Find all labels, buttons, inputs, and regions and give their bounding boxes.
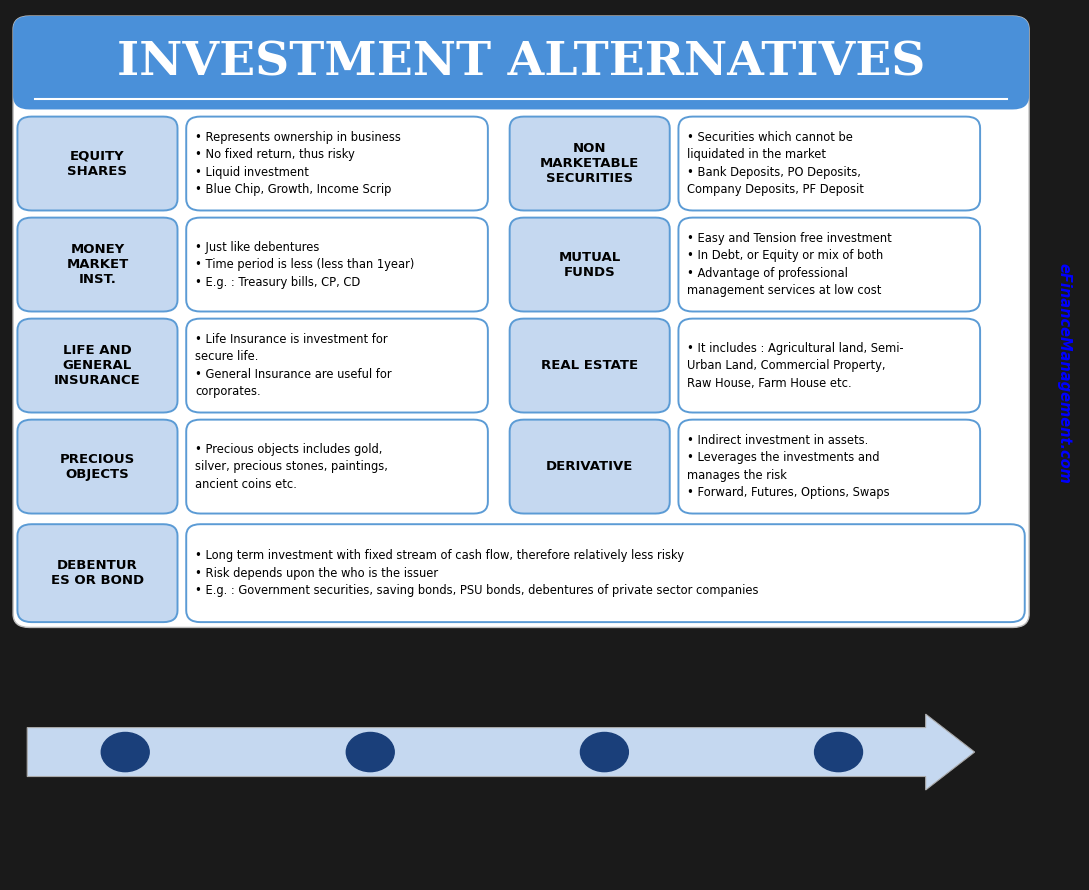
Circle shape	[101, 732, 149, 772]
FancyBboxPatch shape	[186, 420, 488, 514]
Circle shape	[815, 732, 862, 772]
FancyBboxPatch shape	[186, 524, 1025, 622]
Text: DERIVATIVE: DERIVATIVE	[546, 460, 634, 473]
FancyBboxPatch shape	[678, 420, 980, 514]
Text: MUTUAL
FUNDS: MUTUAL FUNDS	[559, 251, 621, 279]
Text: eFinanceManagement.com: eFinanceManagement.com	[1056, 263, 1072, 484]
Text: • Precious objects includes gold,
silver, precious stones, paintings,
ancient co: • Precious objects includes gold, silver…	[195, 442, 388, 490]
Text: • Represents ownership in business
• No fixed return, thus risky
• Liquid invest: • Represents ownership in business • No …	[195, 131, 401, 197]
FancyBboxPatch shape	[186, 319, 488, 413]
Text: REAL ESTATE: REAL ESTATE	[541, 359, 638, 372]
FancyArrow shape	[27, 714, 975, 790]
Text: • Just like debentures
• Time period is less (less than 1year)
• E.g. : Treasury: • Just like debentures • Time period is …	[195, 240, 414, 288]
Text: PRECIOUS
OBJECTS: PRECIOUS OBJECTS	[60, 453, 135, 481]
Text: EQUITY
SHARES: EQUITY SHARES	[68, 150, 127, 177]
Text: LIFE AND
GENERAL
INSURANCE: LIFE AND GENERAL INSURANCE	[54, 344, 140, 387]
Text: INVESTMENT ALTERNATIVES: INVESTMENT ALTERNATIVES	[117, 40, 926, 85]
FancyBboxPatch shape	[678, 117, 980, 210]
Text: • Indirect investment in assets.
• Leverages the investments and
manages the ris: • Indirect investment in assets. • Lever…	[687, 433, 890, 499]
Circle shape	[580, 732, 628, 772]
Circle shape	[346, 732, 394, 772]
FancyBboxPatch shape	[186, 217, 488, 312]
FancyBboxPatch shape	[17, 420, 178, 514]
Text: • It includes : Agricultural land, Semi-
Urban Land, Commercial Property,
Raw Ho: • It includes : Agricultural land, Semi-…	[687, 342, 904, 390]
Text: DEBENTUR
ES OR BOND: DEBENTUR ES OR BOND	[51, 559, 144, 587]
FancyBboxPatch shape	[678, 319, 980, 413]
Text: • Easy and Tension free investment
• In Debt, or Equity or mix of both
• Advanta: • Easy and Tension free investment • In …	[687, 231, 892, 297]
FancyBboxPatch shape	[510, 420, 670, 514]
FancyBboxPatch shape	[17, 117, 178, 210]
FancyBboxPatch shape	[13, 16, 1029, 627]
Text: • Securities which cannot be
liquidated in the market
• Bank Deposits, PO Deposi: • Securities which cannot be liquidated …	[687, 131, 864, 197]
Text: MONEY
MARKET
INST.: MONEY MARKET INST.	[66, 243, 129, 286]
FancyBboxPatch shape	[510, 217, 670, 312]
Text: • Life Insurance is investment for
secure life.
• General Insurance are useful f: • Life Insurance is investment for secur…	[195, 333, 392, 399]
FancyBboxPatch shape	[17, 319, 178, 413]
FancyBboxPatch shape	[678, 217, 980, 312]
Text: NON
MARKETABLE
SECURITIES: NON MARKETABLE SECURITIES	[540, 142, 639, 185]
FancyBboxPatch shape	[186, 117, 488, 210]
FancyBboxPatch shape	[17, 524, 178, 622]
Text: • Long term investment with fixed stream of cash flow, therefore relatively less: • Long term investment with fixed stream…	[195, 549, 758, 597]
FancyBboxPatch shape	[13, 16, 1029, 109]
FancyBboxPatch shape	[510, 117, 670, 210]
FancyBboxPatch shape	[17, 217, 178, 312]
FancyBboxPatch shape	[510, 319, 670, 413]
